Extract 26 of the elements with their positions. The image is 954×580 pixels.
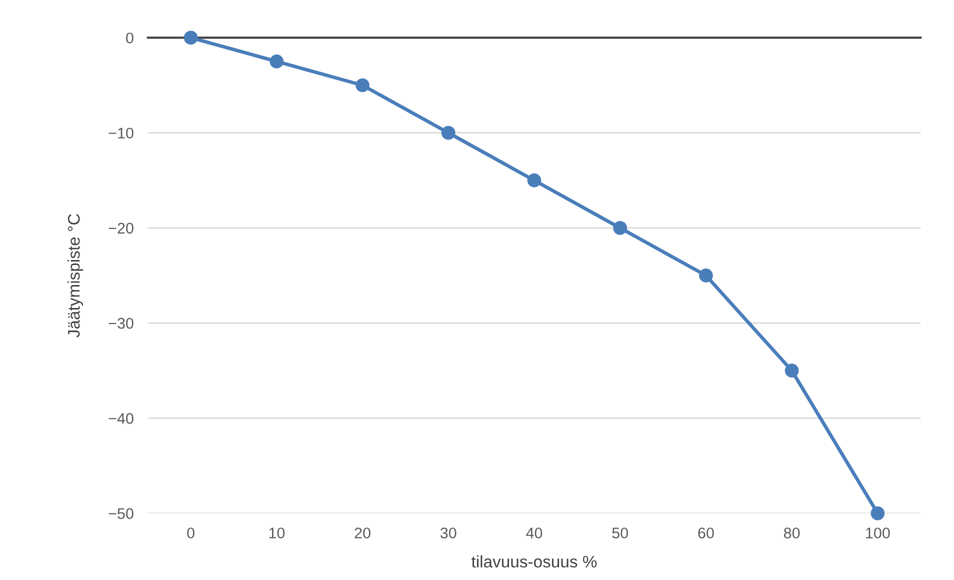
x-tick-label: 0	[187, 528, 194, 538]
point	[184, 30, 198, 45]
x-tick-label: 100	[866, 528, 890, 538]
x-tick-label: 50	[612, 528, 628, 538]
point	[870, 506, 885, 520]
x-axis-title: tilavuus-osuus %	[472, 555, 597, 568]
y-tick-label: −40	[108, 413, 134, 424]
x-tick-label: 40	[526, 528, 542, 538]
y-axis-title: Jäätymispiste °C	[68, 214, 84, 338]
x-tick-label: 60	[698, 528, 714, 538]
x-tick-label: 30	[440, 528, 456, 538]
point	[699, 268, 713, 282]
x-tick-label: 80	[784, 528, 800, 538]
x-tick-label: 20	[354, 528, 370, 538]
point	[784, 364, 799, 378]
point	[356, 78, 370, 92]
y-tick-label: −50	[108, 508, 134, 519]
y-tick-label: −30	[108, 318, 134, 329]
point	[527, 173, 542, 188]
point	[613, 220, 628, 235]
point	[270, 54, 284, 68]
x-tick-label: 10	[269, 528, 285, 538]
point	[441, 126, 456, 140]
y-tick-label: −10	[108, 128, 134, 139]
y-tick-label: 0	[126, 32, 134, 44]
y-tick-label: −20	[108, 222, 134, 234]
